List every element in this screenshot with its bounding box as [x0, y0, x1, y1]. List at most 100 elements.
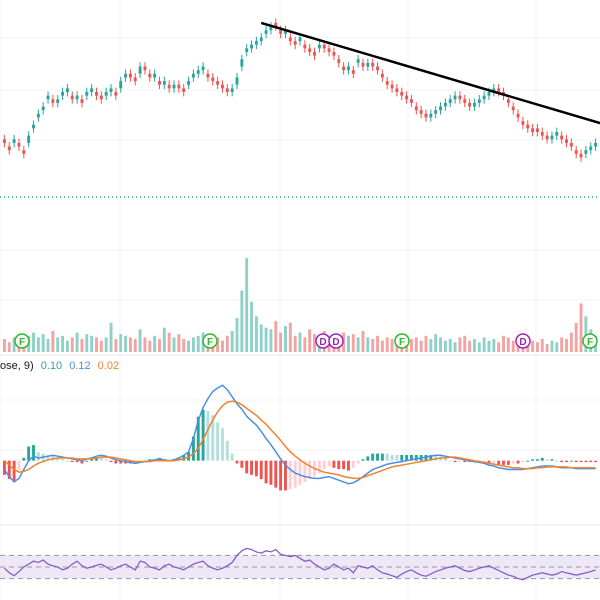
- volume-bar: [177, 334, 181, 352]
- candle-body: [342, 66, 346, 71]
- candle-body: [569, 142, 573, 147]
- candle-body: [405, 95, 409, 100]
- volume-bar: [555, 342, 559, 352]
- volume-bar: [274, 321, 278, 352]
- macd-histogram-bar: [216, 422, 220, 461]
- candle-body: [347, 66, 350, 71]
- volume-bar: [298, 332, 302, 352]
- candle-body: [162, 81, 166, 85]
- macd-legend-prefix: ose, 9): [0, 360, 34, 372]
- candle-body: [366, 62, 370, 67]
- volume-bar: [303, 337, 307, 352]
- volume-bar: [51, 330, 55, 352]
- volume-bar: [279, 332, 283, 352]
- candle-body: [535, 128, 539, 132]
- volume-bar: [487, 340, 491, 352]
- candle-body: [32, 124, 35, 129]
- volume-bar: [308, 329, 312, 352]
- candle-body: [395, 88, 399, 92]
- volume-bar: [565, 339, 568, 352]
- candle-body: [279, 30, 283, 34]
- candle-body: [429, 113, 433, 118]
- volume-bar: [545, 343, 549, 352]
- candle-body: [303, 44, 307, 49]
- event-marker-label: D: [519, 337, 526, 348]
- candle-body: [46, 95, 50, 100]
- macd-histogram-bar: [269, 460, 273, 485]
- volume-bar: [80, 339, 84, 352]
- candle-body: [487, 92, 491, 96]
- candle-body: [313, 52, 316, 56]
- candle-body: [235, 77, 239, 85]
- macd-histogram-bar: [448, 460, 452, 462]
- candle-body: [521, 121, 525, 125]
- volume-bar: [502, 335, 505, 352]
- volume-bar: [531, 340, 535, 352]
- macd-histogram-bar: [516, 460, 520, 464]
- macd-histogram-bar: [385, 453, 389, 461]
- macd-histogram-bar: [351, 460, 355, 468]
- candle-body: [424, 113, 428, 118]
- macd-histogram-bar: [594, 460, 598, 463]
- candle-body: [414, 106, 418, 111]
- volume-bar: [584, 316, 588, 352]
- volume-bar: [468, 340, 472, 352]
- candle-body: [482, 95, 486, 100]
- macd-histogram-bar: [453, 460, 457, 463]
- candle-body: [99, 95, 103, 100]
- macd-histogram-bar: [565, 460, 568, 463]
- volume-bar: [288, 322, 292, 352]
- macd-histogram-bar: [584, 460, 588, 463]
- macd-histogram-bar: [46, 454, 50, 461]
- candle-body: [385, 81, 389, 85]
- candle-body: [565, 139, 568, 143]
- volume-bar: [230, 330, 234, 352]
- candle-body: [288, 37, 292, 42]
- macd-histogram-bar: [235, 460, 239, 464]
- candle-body: [555, 132, 559, 136]
- candle-body: [177, 84, 181, 89]
- candle-body: [216, 81, 220, 85]
- volume-bar: [162, 327, 166, 352]
- event-marker-label: F: [19, 337, 25, 348]
- volume-bar: [390, 339, 394, 352]
- candle-body: [90, 88, 94, 92]
- macd-histogram-bar: [51, 454, 55, 461]
- volume-bar: [41, 334, 45, 352]
- macd-value: 0.10: [40, 360, 63, 372]
- macd-histogram-bar: [230, 453, 234, 461]
- candle-body: [506, 99, 510, 103]
- candle-body: [497, 88, 501, 92]
- volume-bar: [143, 337, 147, 352]
- event-marker-label: D: [332, 337, 339, 348]
- candlestick-series: [2, 18, 598, 162]
- volume-bar: [560, 337, 564, 352]
- candle-body: [560, 135, 564, 140]
- volume-bar: [225, 335, 229, 352]
- macd-histogram-bar: [99, 457, 103, 461]
- macd-histogram-bar: [211, 415, 215, 461]
- volume-bar: [264, 327, 268, 352]
- event-marker-d: [515, 333, 531, 349]
- volume-bar: [128, 337, 132, 352]
- macd-histogram-bar: [540, 457, 544, 461]
- volume-bar: [133, 339, 137, 352]
- candle-body: [531, 128, 535, 132]
- candle-body: [191, 73, 195, 78]
- macd-histogram-bar: [443, 457, 447, 461]
- macd-histogram-bar: [114, 460, 118, 464]
- macd-histogram-bar: [32, 445, 35, 461]
- candle-body: [2, 139, 6, 143]
- candle-body: [468, 102, 472, 107]
- volume-bar: [104, 337, 108, 352]
- volume-bar: [259, 324, 263, 352]
- volume-bar: [65, 340, 69, 352]
- macd-histogram-bar: [104, 459, 108, 461]
- macd-histogram-bar: [337, 460, 341, 470]
- candle-body: [22, 150, 26, 154]
- macd-histogram-bar: [569, 460, 573, 462]
- volume-bar: [90, 335, 94, 352]
- volume-bar: [550, 340, 554, 352]
